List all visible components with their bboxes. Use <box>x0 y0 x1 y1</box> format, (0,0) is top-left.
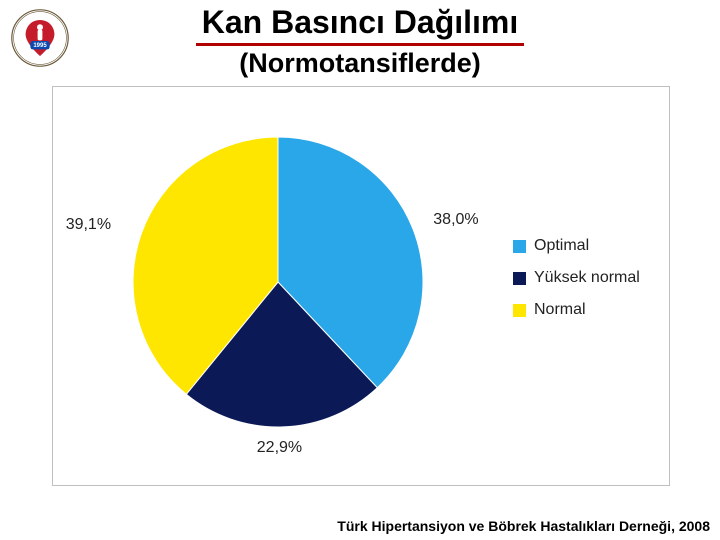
logo-year: 1995 <box>33 43 47 49</box>
pie-slice-label: 39,1% <box>66 216 111 234</box>
pie-slice-label: 38,0% <box>433 211 478 229</box>
pie-chart-container: 38,0% 22,9% 39,1% Optimal Yüksek normal No… <box>52 86 670 486</box>
legend-label: Yüksek normal <box>534 269 640 287</box>
legend-swatch-icon <box>513 240 526 253</box>
footnote: Türk Hipertansiyon ve Böbrek Hastalıklar… <box>337 518 710 534</box>
legend-item: Yüksek normal <box>513 269 640 287</box>
legend-swatch-icon <box>513 272 526 285</box>
legend-swatch-icon <box>513 304 526 317</box>
org-logo: 1995 <box>10 8 70 68</box>
legend-item: Normal <box>513 301 640 319</box>
legend: Optimal Yüksek normal Normal <box>513 237 640 333</box>
page-subtitle: (Normotansiflerde) <box>110 48 610 79</box>
legend-item: Optimal <box>513 237 640 255</box>
legend-label: Normal <box>534 301 586 319</box>
slide: 1995 Kan Basıncı Dağılımı (Normotansifle… <box>0 0 720 540</box>
title-block: Kan Basıncı Dağılımı (Normotansiflerde) <box>110 4 610 79</box>
page-title: Kan Basıncı Dağılımı <box>196 4 525 46</box>
legend-label: Optimal <box>534 237 589 255</box>
pie-slice-label: 22,9% <box>257 439 302 457</box>
